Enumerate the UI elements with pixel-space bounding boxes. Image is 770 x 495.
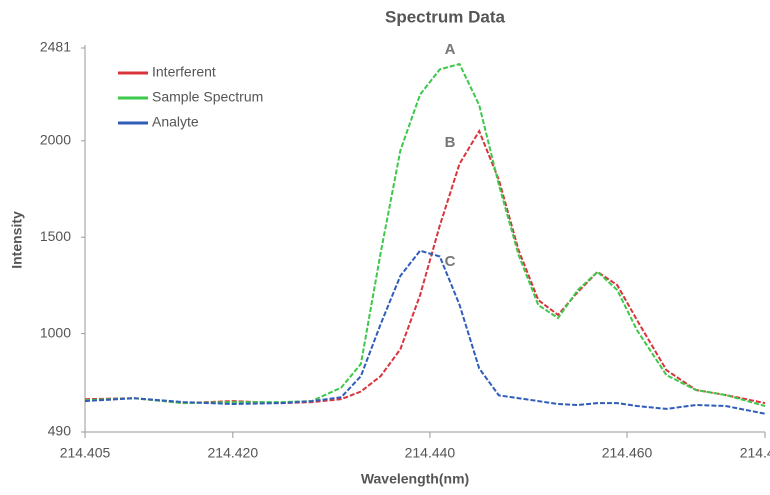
chart-title: Spectrum Data [385, 7, 506, 26]
x-tick-label: 214.474 [740, 445, 770, 461]
x-axis-title: Wavelength(nm) [361, 471, 469, 487]
x-tick-label: 214.420 [208, 445, 259, 461]
y-tick-label: 490 [48, 423, 72, 439]
annotation: A [445, 41, 456, 58]
annotation: B [445, 134, 456, 151]
y-tick-label: 2000 [40, 131, 71, 147]
x-tick-label: 214.440 [405, 445, 456, 461]
annotation: C [445, 253, 456, 270]
y-axis-title: Intensity [9, 211, 25, 269]
y-tick-label: 2481 [40, 39, 71, 55]
legend-label: Sample Spectrum [152, 89, 263, 105]
legend-label: Analyte [152, 114, 199, 130]
legend-label: Interferent [152, 64, 216, 80]
series-line [84, 62, 766, 407]
series-line [84, 128, 766, 405]
x-tick-label: 214.405 [60, 445, 111, 461]
y-tick-label: 1500 [40, 228, 71, 244]
y-tick-label: 1000 [40, 324, 71, 340]
x-tick-label: 214.460 [602, 445, 653, 461]
